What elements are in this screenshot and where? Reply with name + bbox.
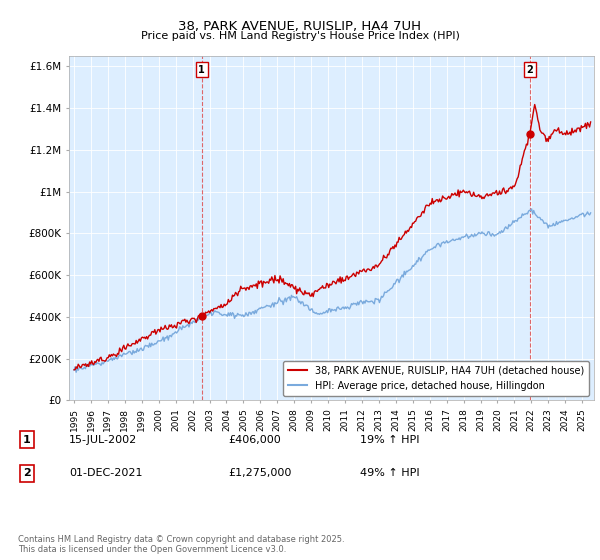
Text: Contains HM Land Registry data © Crown copyright and database right 2025.
This d: Contains HM Land Registry data © Crown c… — [18, 535, 344, 554]
Text: Price paid vs. HM Land Registry's House Price Index (HPI): Price paid vs. HM Land Registry's House … — [140, 31, 460, 41]
Text: 2: 2 — [23, 468, 31, 478]
Text: 1: 1 — [23, 435, 31, 445]
Text: £406,000: £406,000 — [228, 435, 281, 445]
Text: 01-DEC-2021: 01-DEC-2021 — [69, 468, 143, 478]
Text: £1,275,000: £1,275,000 — [228, 468, 292, 478]
Text: 49% ↑ HPI: 49% ↑ HPI — [360, 468, 419, 478]
Text: 1: 1 — [199, 65, 205, 75]
Text: 2: 2 — [527, 65, 533, 75]
Text: 15-JUL-2002: 15-JUL-2002 — [69, 435, 137, 445]
Text: 19% ↑ HPI: 19% ↑ HPI — [360, 435, 419, 445]
Legend: 38, PARK AVENUE, RUISLIP, HA4 7UH (detached house), HPI: Average price, detached: 38, PARK AVENUE, RUISLIP, HA4 7UH (detac… — [283, 361, 589, 395]
Text: 38, PARK AVENUE, RUISLIP, HA4 7UH: 38, PARK AVENUE, RUISLIP, HA4 7UH — [179, 20, 421, 32]
